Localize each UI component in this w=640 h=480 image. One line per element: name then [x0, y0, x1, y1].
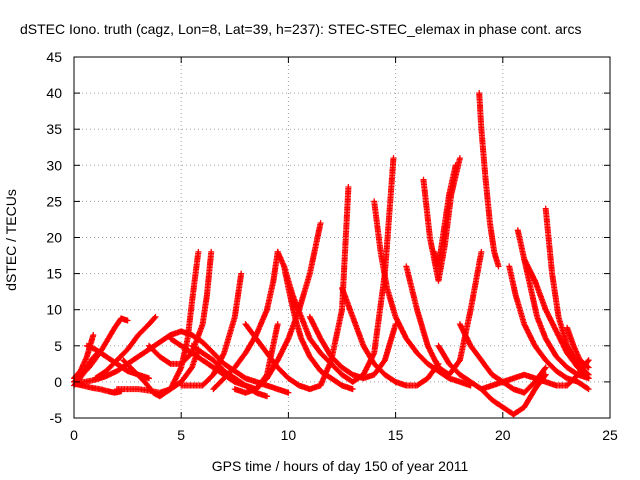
x-tick-label: 5 [177, 427, 185, 443]
y-tick-label: 0 [54, 374, 62, 390]
data-arc-markers [281, 155, 397, 385]
x-tick-label: 10 [281, 427, 297, 443]
y-axis-label: dSTEC / TECUs [3, 189, 19, 291]
data-arc-markers [506, 263, 592, 393]
data-arc-markers [435, 342, 549, 418]
x-axis-label: GPS time / hours of day 150 of year 2011 [212, 458, 469, 474]
y-tick-label: 45 [46, 49, 62, 65]
data-arc [281, 155, 397, 385]
data-arc [431, 162, 459, 270]
y-tick-label: 5 [54, 338, 62, 354]
x-tick-label: 15 [388, 427, 404, 443]
data-points [71, 90, 592, 418]
y-tick-label: 20 [46, 230, 62, 246]
y-tick-label: -5 [50, 410, 63, 426]
x-tick-label: 0 [70, 427, 78, 443]
data-arc-markers [371, 198, 474, 389]
y-tick-label: 35 [46, 121, 62, 137]
x-tick-label: 25 [602, 427, 618, 443]
data-arc [542, 205, 592, 378]
data-arc [564, 324, 592, 371]
data-arc-markers [542, 205, 592, 378]
data-arc-markers [146, 248, 215, 367]
data-arc [146, 248, 215, 367]
chart-title: dSTEC Iono. truth (cagz, Lon=8, Lat=39, … [20, 21, 581, 37]
data-arc [506, 263, 592, 393]
y-tick-label: 40 [46, 85, 62, 101]
data-arc-markers [431, 162, 459, 270]
data-arc [306, 313, 399, 382]
data-arc [478, 357, 592, 393]
data-arc-markers [120, 248, 202, 400]
y-tick-label: 25 [46, 193, 62, 209]
y-tick-label: 15 [46, 266, 62, 282]
y-tick-label: 10 [46, 302, 62, 318]
data-arc-markers [339, 285, 442, 389]
data-arc [476, 90, 502, 270]
data-arc-markers [476, 90, 502, 270]
axis-ticks: 0 5 10 15 20 25 -5 0 5 10 15 20 25 30 35 40 45 [46, 49, 618, 443]
data-arc [435, 342, 549, 418]
data-arc-markers [478, 357, 592, 393]
data-arc-markers [521, 256, 592, 382]
data-arc [521, 256, 592, 382]
y-tick-label: 30 [46, 157, 62, 173]
data-arc-markers [306, 313, 399, 382]
grid-lines [74, 57, 610, 418]
data-arc-markers [564, 324, 592, 371]
data-arc [371, 198, 474, 389]
x-tick-label: 20 [495, 427, 511, 443]
data-arc [120, 248, 202, 400]
data-arc [339, 285, 442, 389]
